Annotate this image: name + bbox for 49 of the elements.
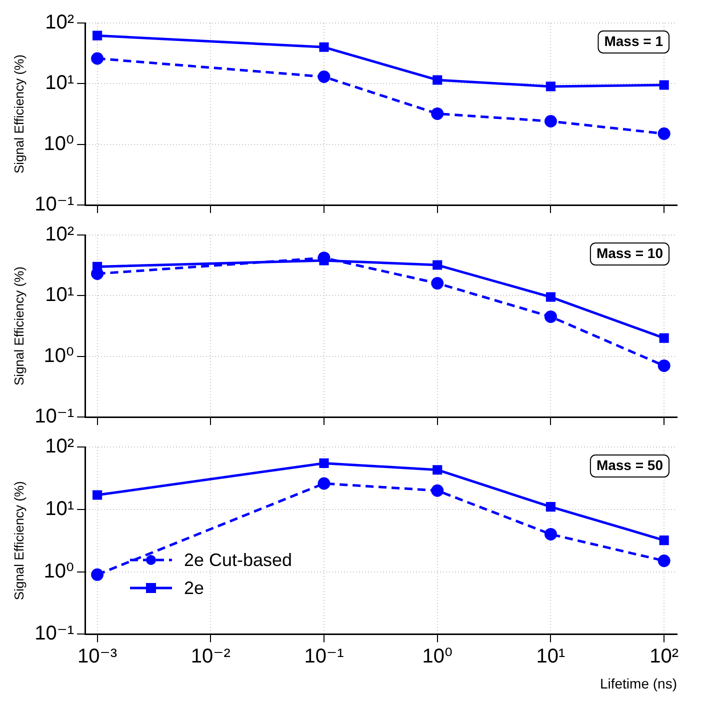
point xyxy=(431,107,444,120)
point xyxy=(432,75,442,85)
point xyxy=(319,42,329,52)
y-tick-label: 10⁻¹ xyxy=(34,406,74,428)
annotation: Mass = 50 xyxy=(596,456,664,473)
point xyxy=(546,292,556,302)
point xyxy=(546,502,556,512)
annotation: Mass = 1 xyxy=(604,32,664,49)
point xyxy=(659,333,669,343)
x-tick-label: 10⁰ xyxy=(422,646,452,668)
point xyxy=(544,528,557,540)
point xyxy=(432,465,442,475)
y-tick-label: 10² xyxy=(45,436,74,458)
point xyxy=(319,458,329,468)
y-axis-title: Signal Efficiency (%) xyxy=(11,54,26,174)
x-tick-label: 10² xyxy=(650,646,679,668)
y-tick-label: 10² xyxy=(45,224,74,246)
legend-label: 2e xyxy=(184,578,204,598)
y-tick-label: 10⁰ xyxy=(44,344,74,367)
point xyxy=(318,477,330,490)
x-tick-label: 10⁻³ xyxy=(78,646,118,668)
point xyxy=(544,115,557,128)
x-axis-title: Lifetime (ns) xyxy=(600,675,677,692)
y-tick-label: 10⁻¹ xyxy=(34,622,74,645)
y-tick-label: 10⁻¹ xyxy=(34,194,74,216)
y-tick-label: 10¹ xyxy=(45,284,74,306)
point xyxy=(432,260,442,270)
y-tick-label: 10¹ xyxy=(45,498,74,520)
point xyxy=(659,535,669,546)
annotation: Mass = 10 xyxy=(596,244,664,261)
point xyxy=(544,310,557,323)
y-tick-label: 10² xyxy=(45,12,74,34)
point xyxy=(431,277,444,290)
y-axis-title: Signal Efficiency (%) xyxy=(11,266,26,386)
y-tick-label: 10¹ xyxy=(45,72,74,94)
x-tick-label: 10⁻² xyxy=(190,646,231,668)
point xyxy=(659,80,669,90)
point xyxy=(431,484,444,497)
x-tick-label: 10¹ xyxy=(536,646,566,668)
point xyxy=(546,82,556,92)
point xyxy=(658,359,670,372)
y-tick-label: 10⁰ xyxy=(44,132,74,155)
x-tick-label: 10⁻¹ xyxy=(304,646,344,668)
point xyxy=(658,127,670,140)
point xyxy=(318,70,330,84)
point xyxy=(658,554,670,568)
legend-label: 2e Cut-based xyxy=(184,550,292,570)
y-axis-title: Signal Efficiency (%) xyxy=(11,481,26,600)
y-tick-label: 10⁰ xyxy=(44,560,74,582)
